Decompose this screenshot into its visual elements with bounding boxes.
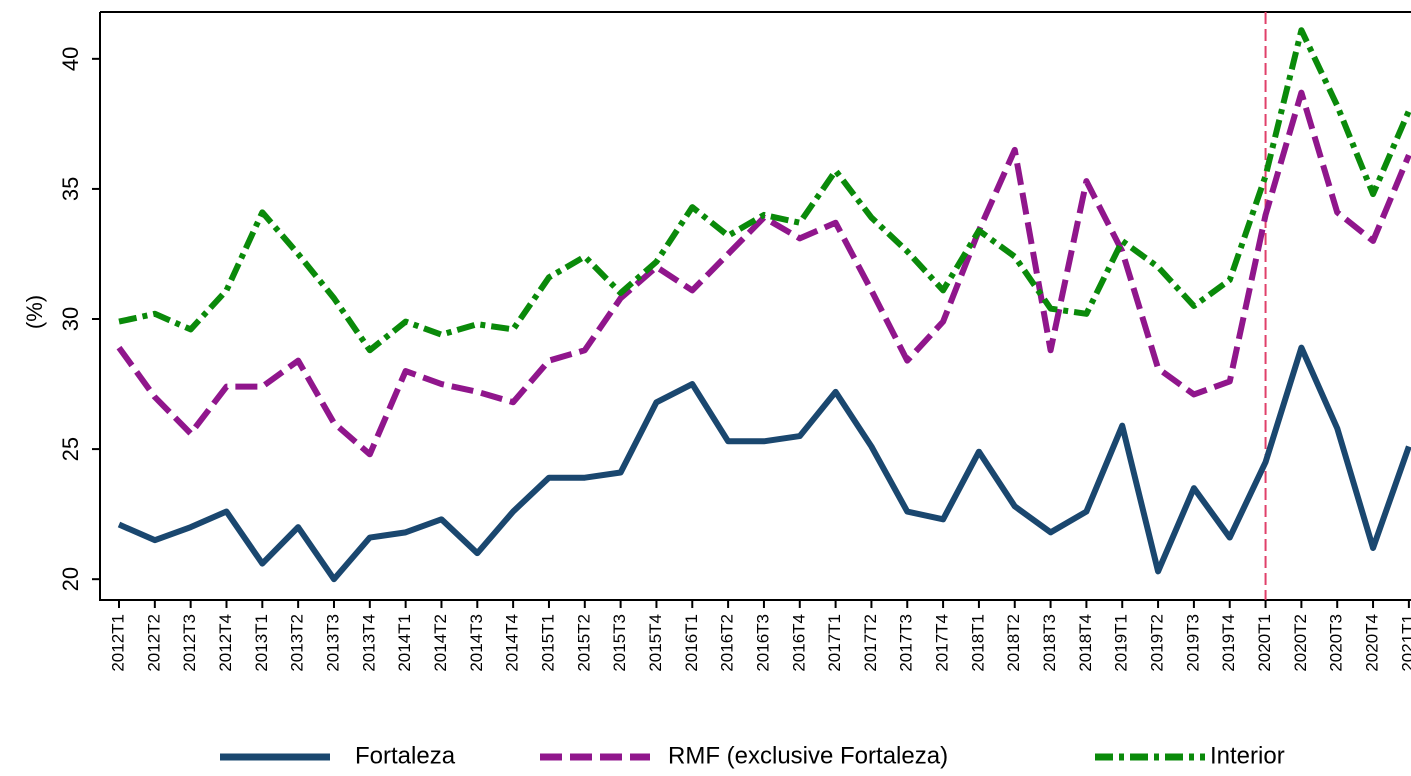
legend-label: RMF (exclusive Fortaleza)	[668, 742, 948, 769]
x-tick-label: 2020T2	[1291, 614, 1310, 672]
x-tick-label: 2013T3	[323, 614, 342, 672]
x-tick-label: 2012T2	[144, 614, 163, 672]
x-tick-label: 2015T1	[538, 614, 557, 672]
x-tick-label: 2016T1	[682, 614, 701, 672]
legend-label: Fortaleza	[355, 742, 456, 769]
x-tick-label: 2020T3	[1327, 614, 1346, 672]
y-tick-label: 30	[58, 307, 83, 331]
x-tick-label: 2018T1	[968, 614, 987, 672]
y-tick-label: 40	[58, 47, 83, 71]
x-tick-label: 2018T2	[1004, 614, 1023, 672]
x-tick-label: 2012T1	[108, 614, 127, 672]
y-tick-label: 25	[58, 437, 83, 461]
x-tick-label: 2017T2	[861, 614, 880, 672]
x-tick-label: 2013T1	[252, 614, 271, 672]
x-tick-label: 2021T1	[1398, 614, 1411, 672]
x-tick-label: 2017T3	[897, 614, 916, 672]
series-line	[118, 27, 1411, 354]
x-tick-label: 2018T4	[1076, 614, 1095, 672]
x-tick-label: 2012T4	[216, 614, 235, 672]
plot-area	[116, 12, 1411, 600]
x-tick-label: 2016T3	[753, 614, 772, 672]
x-tick-label: 2014T4	[503, 614, 522, 672]
y-axis-label: (%)	[22, 295, 47, 329]
x-tick-label: 2020T4	[1363, 614, 1382, 672]
x-tick-label: 2013T4	[359, 614, 378, 672]
x-tick-label: 2019T4	[1219, 614, 1238, 672]
x-tick-label: 2018T3	[1040, 614, 1059, 672]
x-tick-label: 2019T3	[1183, 614, 1202, 672]
x-tick-label: 2019T1	[1112, 614, 1131, 672]
x-tick-label: 2014T2	[431, 614, 450, 672]
x-tick-label: 2017T4	[933, 614, 952, 672]
x-tick-label: 2017T1	[825, 614, 844, 672]
x-tick-label: 2014T1	[395, 614, 414, 672]
x-tick-label: 2016T4	[789, 614, 808, 672]
x-tick-label: 2015T3	[610, 614, 629, 672]
x-tick-label: 2014T3	[467, 614, 486, 672]
series-line	[117, 344, 1411, 583]
y-tick-label: 20	[58, 567, 83, 591]
x-tick-label: 2015T4	[646, 614, 665, 672]
x-tick-label: 2019T2	[1148, 614, 1167, 672]
y-tick-label: 35	[58, 177, 83, 201]
x-tick-label: 2015T2	[574, 614, 593, 672]
x-tick-label: 2016T2	[718, 614, 737, 672]
x-tick-label: 2020T1	[1255, 614, 1274, 672]
x-tick-label: 2012T3	[180, 614, 199, 672]
legend-label: Interior	[1210, 742, 1285, 769]
x-tick-label: 2013T2	[288, 614, 307, 672]
